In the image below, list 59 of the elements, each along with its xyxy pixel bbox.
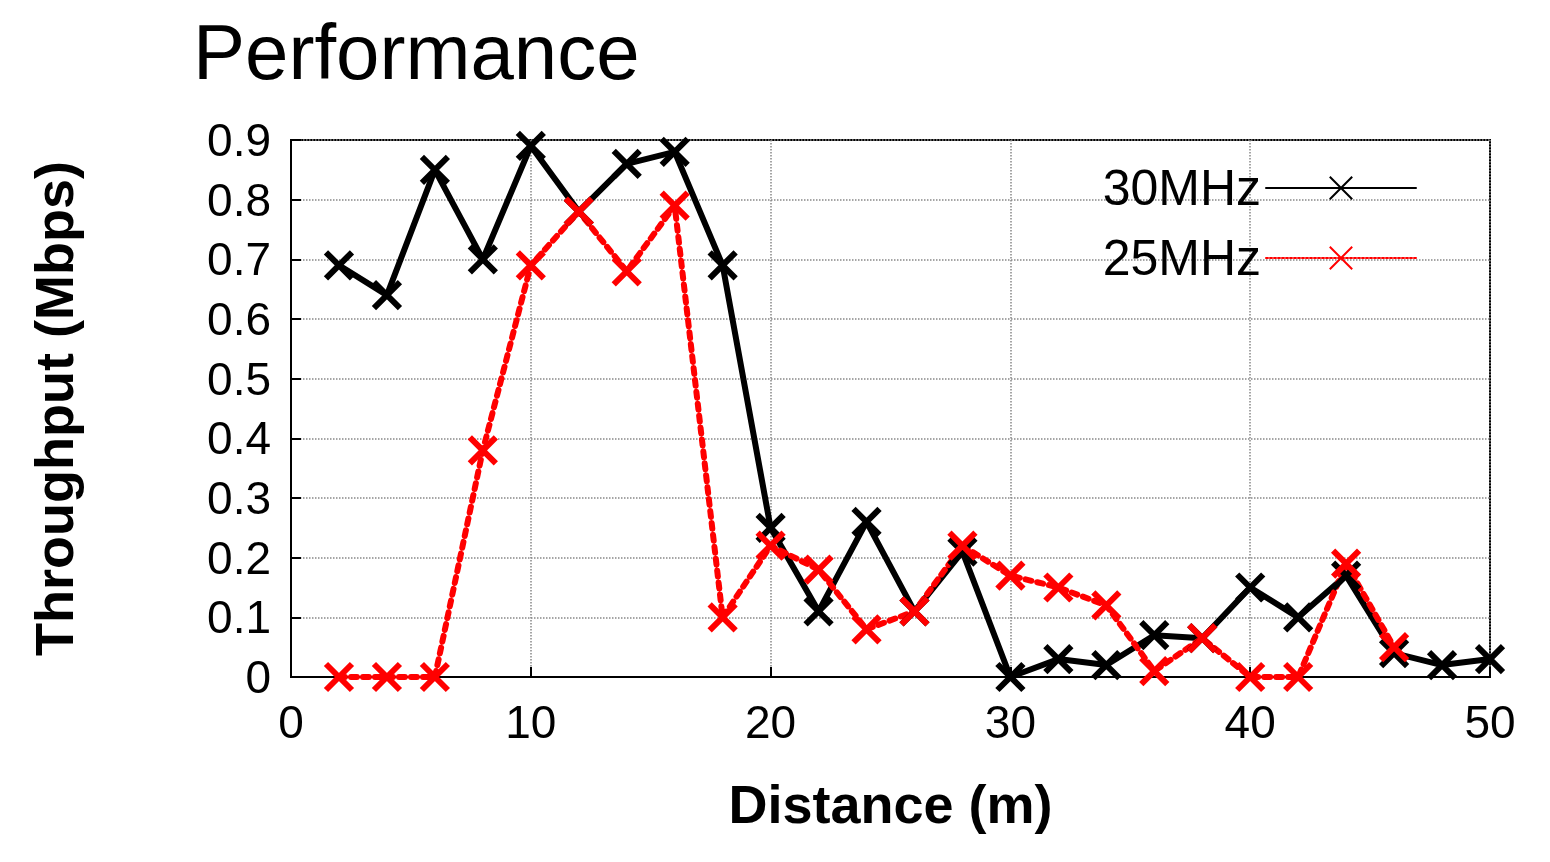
point: [658, 135, 691, 168]
point: [466, 243, 499, 276]
point: [1426, 649, 1459, 682]
point: [1282, 601, 1315, 634]
point: [1042, 643, 1075, 676]
point: [994, 661, 1027, 693]
x-tick-label: 40: [1224, 696, 1276, 748]
point: [1474, 643, 1506, 676]
point: [802, 553, 835, 586]
point: [1234, 571, 1267, 604]
y-tick-label: 0.5: [207, 352, 271, 405]
y-tick-label: 0.7: [207, 233, 271, 286]
point: [610, 255, 643, 288]
point: [1378, 631, 1411, 664]
y-tick-label: 0.8: [207, 173, 271, 226]
x-tick-label: 10: [505, 696, 557, 748]
point: [1234, 661, 1267, 693]
point: [1138, 619, 1171, 652]
y-axis-title: Throughput (Mbps): [24, 161, 84, 656]
point: [706, 249, 739, 282]
point: [946, 529, 979, 562]
point: [706, 601, 739, 634]
point: [754, 529, 787, 562]
point: [1330, 547, 1363, 580]
x-tick-label: 0: [278, 696, 304, 748]
x-tick-label: 30: [984, 696, 1036, 748]
chart-title: Performance: [193, 8, 640, 96]
y-tick-label: 0.1: [207, 591, 271, 644]
point: [994, 559, 1027, 592]
point: [1042, 571, 1075, 604]
legend-label: 30MHz: [1102, 160, 1261, 216]
x-axis-title: Distance (m): [728, 774, 1053, 834]
point: [370, 661, 403, 693]
y-tick-label: 0: [245, 651, 271, 703]
point: [370, 279, 403, 312]
y-tick-label: 0.6: [207, 293, 271, 345]
point: [514, 249, 547, 282]
legend-label: 25MHz: [1102, 230, 1261, 286]
point: [802, 595, 835, 628]
point: [418, 153, 451, 186]
x-tick-label: 50: [1464, 696, 1516, 748]
point: [850, 505, 883, 538]
point: [610, 147, 643, 180]
point: [1138, 655, 1171, 688]
point: [514, 129, 547, 162]
point: [1090, 649, 1123, 682]
y-tick-label: 0.2: [207, 531, 271, 584]
point: [1282, 661, 1315, 693]
y-tick-label: 0.4: [207, 412, 271, 465]
point: [1090, 589, 1123, 622]
point: [322, 249, 355, 282]
point: [322, 661, 355, 693]
x-tick-label: 20: [745, 696, 797, 748]
point: [418, 661, 451, 693]
y-tick-label: 0.9: [207, 114, 271, 166]
y-tick-label: 0.3: [207, 472, 271, 524]
point: [466, 434, 499, 467]
point: [658, 189, 691, 222]
point: [850, 613, 883, 646]
